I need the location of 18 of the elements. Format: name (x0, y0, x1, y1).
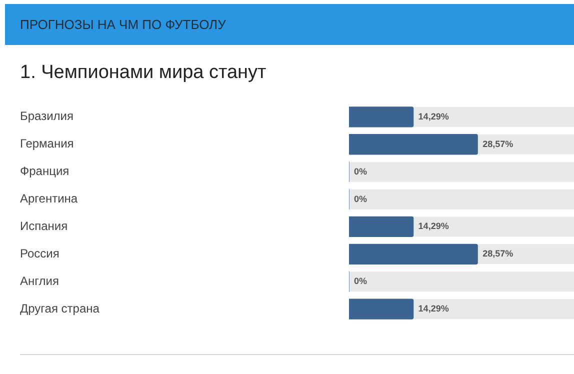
y-tick-label: Другая страна (20, 301, 100, 316)
y-tick-label: Германия (20, 136, 74, 151)
y-tick-label: Англия (20, 274, 59, 288)
y-tick-label: Бразилия (20, 109, 74, 124)
data-label: 0% (354, 276, 368, 286)
text: ПРОГНОЗЫ НА ЧМ ПО ФУТБОЛУ (5, 4, 574, 45)
data-label: 14,29% (418, 304, 449, 314)
y-tick-label: Испания (20, 219, 68, 234)
data-label: 28,57% (482, 248, 514, 259)
data-label: 0% (354, 194, 368, 204)
text: 1. Чемпионами мира станут (20, 62, 266, 84)
data-label: 14,29% (418, 221, 449, 232)
y-tick-label: Россия (20, 246, 60, 260)
data-label: 28,57% (482, 138, 514, 149)
y-tick-label: Аргентина (20, 192, 78, 206)
data-label: 14,29% (418, 111, 449, 122)
y-tick-label: Франция (20, 164, 70, 178)
data-label: 0% (354, 166, 368, 176)
